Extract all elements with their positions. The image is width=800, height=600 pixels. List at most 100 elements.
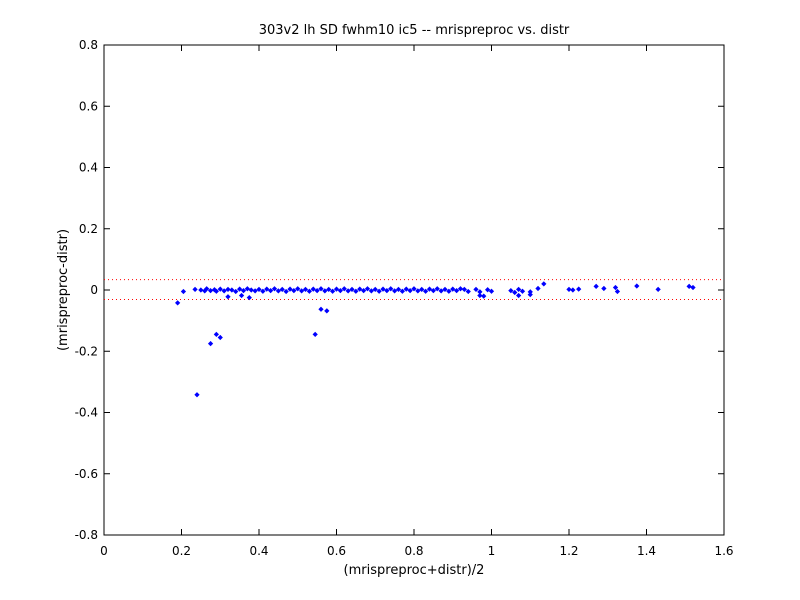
y-tick-labels: -0.8 -0.6 -0.4 -0.2 0 0.2 0.4 0.6 0.8 — [75, 38, 98, 542]
x-tick-label: 0.2 — [172, 544, 191, 558]
scatter-point — [318, 306, 324, 312]
scatter-point — [279, 286, 285, 293]
x-tick-label: 1 — [488, 544, 496, 558]
y-axis-label: (mrispreproc-distr) — [56, 229, 71, 351]
y-tick-label: 0.4 — [79, 161, 98, 175]
scatter-point — [426, 286, 433, 292]
scatter-point — [512, 289, 518, 296]
scatter-point — [535, 285, 541, 292]
scatter-point — [217, 334, 223, 341]
y-tick-label: -0.6 — [75, 467, 98, 481]
scatter-point — [299, 288, 305, 294]
scatter-point — [256, 286, 262, 293]
data-points — [175, 281, 696, 398]
scatter-point — [419, 286, 425, 293]
scatter-point — [349, 286, 355, 293]
scatter-point — [690, 284, 696, 291]
scatter-point — [516, 292, 522, 299]
scatter-point — [217, 286, 223, 292]
scatter-point — [252, 288, 258, 294]
x-tick-label: 0 — [100, 544, 108, 558]
scatter-point — [407, 287, 413, 294]
x-tick-label: 0.4 — [249, 544, 268, 558]
scatter-point — [341, 286, 347, 292]
scatter-point — [411, 286, 417, 292]
scatter-point — [446, 288, 452, 294]
scatter-point — [384, 287, 390, 294]
scatter-point — [204, 286, 210, 292]
x-axis-label: (mrispreproc+distr)/2 — [344, 563, 485, 578]
scatter-point — [403, 286, 409, 292]
scatter-point — [527, 291, 533, 298]
scatter-point — [634, 283, 640, 289]
scatter-point — [361, 287, 367, 294]
scatter-point — [283, 288, 289, 295]
scatter-point — [225, 294, 231, 300]
scatter-point — [516, 286, 522, 293]
y-tick-label: -0.2 — [75, 344, 98, 358]
scatter-point — [287, 286, 293, 292]
scatter-point — [434, 286, 440, 292]
scatter-point — [333, 286, 340, 292]
x-tick-label: 0.6 — [327, 544, 346, 558]
scatter-point — [430, 287, 436, 294]
chart-title: 303v2 lh SD fwhm10 ic5 -- mrispreproc vs… — [259, 23, 570, 38]
scatter-point — [237, 286, 243, 292]
scatter-point — [238, 292, 245, 299]
scatter-point — [423, 288, 429, 294]
scatter-point — [312, 331, 318, 338]
scatter-point — [353, 288, 359, 294]
scatter-point — [686, 283, 692, 289]
y-tick-label: -0.4 — [75, 406, 98, 420]
scatter-point — [485, 287, 491, 293]
scatter-point — [508, 287, 514, 294]
scatter-point — [457, 286, 464, 292]
scatter-point — [213, 331, 219, 338]
scatter-point — [326, 286, 332, 293]
scatter-point — [388, 286, 394, 292]
scatter-point — [612, 284, 619, 291]
y-tick-label: 0 — [90, 283, 98, 297]
scatter-point — [570, 287, 576, 293]
scatter-point — [268, 287, 274, 294]
scatter-point — [330, 288, 336, 294]
scatter-point — [345, 288, 351, 294]
scatter-point — [541, 281, 547, 287]
y-tick-label: 0.8 — [79, 38, 98, 52]
x-tick-label: 0.8 — [404, 544, 423, 558]
y-tick-label: 0.2 — [79, 222, 98, 236]
scatter-point — [246, 295, 252, 301]
scatter-point — [213, 288, 219, 294]
scatter-point — [376, 288, 382, 294]
x-tick-labels: 0 0.2 0.4 0.6 0.8 1 1.2 1.4 1.6 — [100, 544, 733, 558]
scatter-point — [194, 392, 200, 398]
y-tick-label: 0.6 — [79, 99, 98, 113]
x-tick-label: 1.6 — [714, 544, 733, 558]
scatter-point — [180, 288, 187, 295]
y-tick-label: -0.8 — [75, 528, 98, 542]
scatter-point — [473, 286, 479, 293]
scatter-point — [519, 288, 526, 294]
scatter-point — [225, 286, 231, 293]
scatter-point — [576, 286, 582, 292]
scatter-point — [229, 287, 235, 293]
x-tick-label: 1.2 — [559, 544, 578, 558]
scatter-point — [454, 287, 460, 294]
scatter-point — [337, 287, 343, 294]
scatter-point — [291, 287, 297, 294]
scatter-point — [481, 293, 487, 299]
axis-ticks — [103, 44, 725, 536]
scatter-point — [614, 288, 621, 295]
scatter-point — [318, 286, 324, 292]
scatter-point — [175, 300, 181, 306]
scatter-point — [233, 288, 239, 295]
scatter-point — [392, 288, 398, 294]
scatter-point — [357, 286, 363, 292]
scatter-point — [488, 288, 495, 294]
scatter-point — [306, 288, 312, 294]
scatter-point — [302, 286, 309, 293]
scatter-point — [192, 286, 198, 293]
scatter-point — [260, 288, 266, 294]
scatter-point — [438, 288, 444, 294]
